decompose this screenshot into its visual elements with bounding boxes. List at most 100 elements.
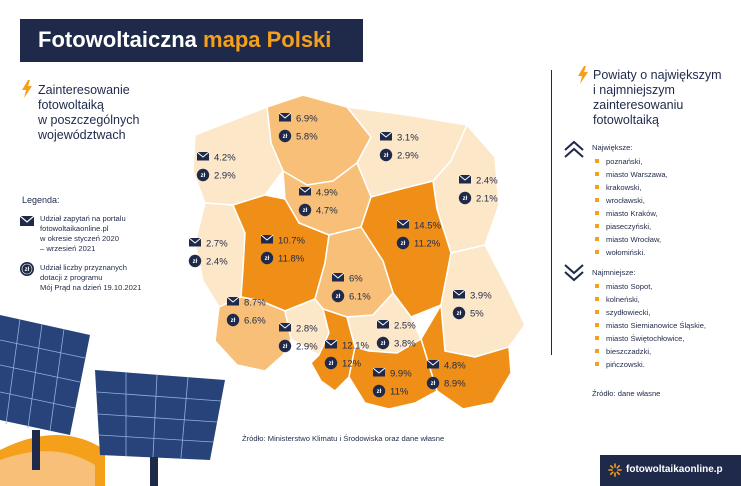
subsidies-share: 6.6%	[244, 316, 266, 327]
subsidies-share: 4.7%	[316, 206, 338, 217]
list-item: miasto Wrocław,	[592, 233, 668, 246]
subsidies-share: 12%	[342, 359, 362, 370]
zl-coin-icon: zł	[458, 191, 472, 205]
svg-text:zł: zł	[303, 208, 308, 214]
envelope-icon	[376, 319, 390, 329]
region-label-kujawsko-pomorskie: zł 4.9% 4.7%	[298, 186, 338, 217]
list-item: kolneński,	[592, 293, 706, 306]
svg-text:zł: zł	[457, 311, 462, 317]
zl-coin-icon: zł	[20, 262, 34, 276]
list-item: krakowski,	[592, 181, 668, 194]
svg-text:zł: zł	[193, 259, 198, 265]
source-right: Źródło: dane własne	[592, 389, 661, 398]
svg-text:zł: zł	[463, 196, 468, 202]
svg-text:zł: zł	[201, 173, 206, 179]
largest-title: Największe:	[592, 143, 633, 152]
subsidies-share: 2.9%	[296, 342, 318, 353]
inquiries-share: 3.1%	[397, 133, 419, 144]
right-heading: Powiaty o największym i najmniejszym zai…	[593, 68, 722, 127]
svg-text:zł: zł	[283, 344, 288, 350]
svg-text:zł: zł	[381, 341, 386, 347]
inquiries-share: 8.7%	[244, 298, 266, 309]
envelope-icon	[324, 339, 338, 349]
zl-coin-icon: zł	[324, 356, 338, 370]
region-label-swietokrzyskie: zł 2.5% 3.8%	[376, 319, 416, 350]
subsidies-share: 11%	[390, 387, 409, 398]
region-label-warminsko-mazurskie: zł 3.1% 2.9%	[379, 131, 419, 162]
zl-coin-icon: zł	[196, 168, 210, 182]
zl-coin-icon: zł	[376, 336, 390, 350]
list-item: bieszczadzki,	[592, 345, 706, 358]
inquiries-share: 9.9%	[390, 369, 412, 380]
region-lubuskie	[194, 202, 246, 308]
subsidies-share: 2.4%	[206, 257, 228, 268]
svg-text:zł: zł	[329, 361, 334, 367]
svg-text:zł: zł	[265, 256, 270, 262]
list-item: piaseczyński,	[592, 220, 668, 233]
inquiries-share: 10.7%	[278, 236, 305, 247]
svg-text:zł: zł	[377, 389, 382, 395]
zl-coin-icon: zł	[372, 384, 386, 398]
region-label-zachodniopomorskie: zł 4.2% 2.9%	[196, 151, 236, 182]
zl-coin-icon: zł	[188, 254, 202, 268]
left-heading: Zainteresowanie fotowoltaiką w poszczegó…	[38, 83, 140, 142]
region-label-wielkopolskie: zł 10.7% 11.8%	[260, 234, 305, 265]
zl-coin-icon: zł	[260, 251, 274, 265]
subsidies-share: 5.8%	[296, 132, 318, 143]
legend-title: Legenda:	[22, 195, 60, 205]
zl-coin-icon: zł	[278, 339, 292, 353]
envelope-icon	[396, 219, 410, 229]
page-title: Fotowoltaiczna mapa Polski	[38, 27, 332, 52]
subsidies-share: 11.2%	[414, 239, 441, 250]
smallest-list: miasto Sopot, kolneński, szydłowiecki, m…	[592, 280, 706, 371]
zl-coin-icon: zł	[426, 376, 440, 390]
largest-list: poznański, miasto Warszawa, krakowski, w…	[592, 155, 668, 259]
inquiries-share: 3.9%	[470, 291, 492, 302]
region-label-lubelskie: zł 3.9% 5%	[452, 289, 492, 320]
svg-text:zł: zł	[283, 134, 288, 140]
list-item: pińczowski.	[592, 358, 706, 371]
double-chevron-up-icon	[564, 140, 584, 158]
region-labels: zł 6.9% 5.8% zł 3.1% 2.9% zł 4.2% 2.9% zł 2.4% 2.1%…	[188, 112, 498, 398]
smallest-title: Najmniejsze:	[592, 268, 636, 277]
region-label-podlaskie: zł 2.4% 2.1%	[458, 174, 498, 205]
envelope-icon	[188, 237, 202, 247]
inquiries-share: 2.5%	[394, 321, 416, 332]
list-item: miasto Kraków,	[592, 207, 668, 220]
inquiries-share: 2.8%	[296, 324, 318, 335]
envelope-icon	[372, 367, 386, 377]
double-chevron-down-icon	[564, 264, 584, 282]
list-item: miasto Świętochłowice,	[592, 332, 706, 345]
region-label-opolskie: zł 2.8% 2.9%	[278, 322, 318, 353]
envelope-icon	[331, 272, 345, 282]
source-bottom: Źródło: Ministerstwo Klimatu i Środowisk…	[242, 434, 445, 443]
subsidies-share: 6.1%	[349, 292, 371, 303]
subsidies-share: 2.9%	[214, 171, 236, 182]
region-label-podkarpackie: zł 4.8% 8.9%	[426, 359, 466, 390]
envelope-icon	[426, 359, 440, 369]
list-item: miasto Warszawa,	[592, 168, 668, 181]
inquiries-share: 4.2%	[214, 153, 236, 164]
region-label-mazowieckie: zł 14.5% 11.2%	[396, 219, 441, 250]
legend-item-subsidies: Udział liczby przyznanych dotacji z prog…	[40, 263, 142, 292]
poland-map: zł 6.9% 5.8% zł 3.1% 2.9% zł 4.2% 2.9% zł 2.4% 2.1%…	[188, 94, 526, 410]
solar-panels-illustration	[0, 315, 225, 486]
list-item: wrocławski,	[592, 194, 668, 207]
zl-coin-icon: zł	[331, 289, 345, 303]
brand-name: fotowoltaikaonline.p	[626, 464, 723, 475]
zl-coin-icon: zł	[379, 148, 393, 162]
inquiries-share: 2.7%	[206, 239, 228, 250]
list-item: szydłowiecki,	[592, 306, 706, 319]
inquiries-share: 6%	[349, 274, 363, 285]
brand-banner: fotowoltaikaonline.p	[600, 455, 741, 486]
envelope-icon	[260, 234, 274, 244]
list-item: poznański,	[592, 155, 668, 168]
envelope-icon	[452, 289, 466, 299]
inquiries-share: 6.9%	[296, 114, 318, 125]
inquiries-share: 14.5%	[414, 221, 441, 232]
subsidies-share: 3.8%	[394, 339, 416, 350]
legend-item-inquiries: Udział zapytań na portalu fotowoltaikaon…	[40, 214, 126, 253]
list-item: miasto Siemianowice Śląskie,	[592, 319, 706, 332]
svg-text:zł: zł	[25, 267, 30, 273]
